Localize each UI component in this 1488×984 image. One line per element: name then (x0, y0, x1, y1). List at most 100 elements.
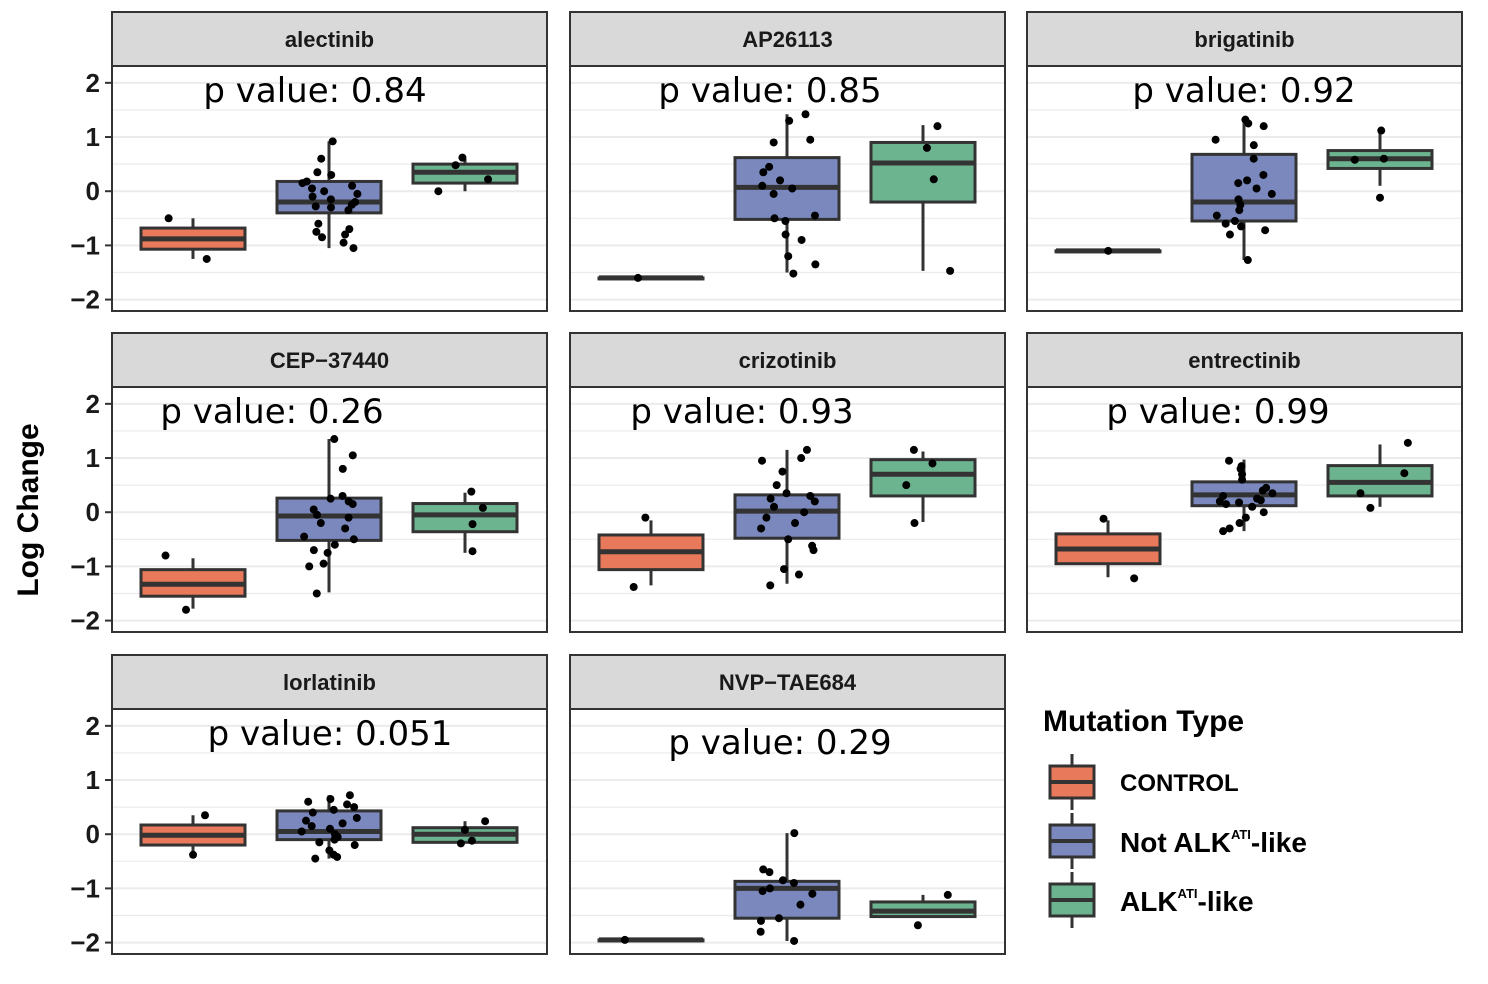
p-value-label: p value: 0.99 (1106, 392, 1329, 432)
boxplot-not_alk (275, 137, 383, 253)
data-point (1379, 154, 1388, 163)
data-point (1400, 469, 1409, 478)
data-point (756, 916, 765, 925)
data-point (326, 203, 335, 212)
data-point (484, 175, 493, 184)
data-point (789, 269, 798, 278)
data-point (620, 935, 629, 944)
data-point (1248, 502, 1257, 511)
data-point (770, 214, 779, 223)
data-point (201, 811, 210, 820)
data-point (333, 852, 342, 861)
data-point (776, 176, 785, 185)
data-point (1238, 475, 1247, 484)
data-point (1234, 179, 1243, 188)
y-tick-label: 0 (86, 176, 100, 206)
facet-strip (569, 332, 1006, 388)
boxplot-not_alk (733, 829, 841, 945)
data-point (791, 519, 800, 528)
data-point (808, 889, 817, 898)
boxplot-control (1054, 246, 1162, 255)
data-point (765, 162, 774, 171)
data-point (769, 138, 778, 147)
data-point (308, 184, 317, 193)
data-point (350, 803, 359, 812)
data-point (1225, 524, 1234, 533)
data-point (790, 936, 799, 945)
data-point (467, 487, 476, 496)
facet-strip-title: alectinib (285, 27, 374, 52)
data-point (458, 153, 467, 162)
data-point (1350, 155, 1359, 164)
facet-panel: lorlatinib p value: 0.051 2 1 0 −1 −2 (70, 654, 548, 958)
box (275, 496, 383, 542)
data-point (164, 214, 173, 223)
data-point (1268, 489, 1277, 498)
data-point (434, 187, 443, 196)
data-point (933, 122, 942, 131)
data-point (1256, 496, 1265, 505)
data-point (1243, 256, 1252, 265)
data-point (298, 179, 307, 188)
y-tick-label: −2 (70, 928, 100, 958)
data-point (758, 887, 767, 896)
facet-strip-title: entrectinib (1188, 348, 1300, 373)
boxplot-not_alk (1190, 115, 1298, 265)
data-point (784, 535, 793, 544)
y-tick-label: 2 (86, 68, 100, 98)
data-point (811, 260, 820, 269)
boxplot-control (597, 273, 705, 282)
data-point (456, 839, 465, 848)
data-point (766, 581, 775, 590)
data-point (1235, 519, 1244, 528)
legend-label: CONTROL (1120, 770, 1239, 797)
y-tick-label: 2 (86, 389, 100, 419)
data-point (323, 548, 332, 557)
data-point (348, 181, 357, 190)
data-point (326, 195, 335, 204)
data-point (790, 829, 799, 838)
data-point (802, 445, 811, 454)
data-point (348, 451, 357, 460)
data-point (641, 513, 650, 522)
box (869, 458, 977, 498)
box (1190, 152, 1298, 223)
data-point (1225, 230, 1234, 239)
y-tick-label: 0 (86, 497, 100, 527)
facet-strip (569, 11, 1006, 67)
p-value-label: p value: 0.26 (160, 392, 383, 432)
data-point (300, 532, 309, 541)
data-point (806, 135, 815, 144)
y-tick-label: −1 (70, 551, 100, 581)
data-point (312, 589, 321, 598)
facet-panel: CEP−37440 p value: 0.26 2 1 0 −1 −2 (70, 332, 548, 636)
data-point (909, 445, 918, 454)
data-point (781, 230, 790, 239)
data-point (756, 927, 765, 936)
data-point (1221, 219, 1230, 228)
data-point (325, 824, 334, 833)
data-point (765, 884, 774, 893)
data-point (344, 513, 353, 522)
data-point (1241, 513, 1250, 522)
data-point (1366, 503, 1375, 512)
data-point (327, 170, 336, 179)
data-point (913, 921, 922, 930)
panel-border (569, 708, 1006, 955)
facet-strip (111, 654, 548, 710)
boxplot-alk (411, 817, 519, 848)
data-point (345, 225, 354, 234)
data-point (782, 489, 791, 498)
data-point (182, 605, 191, 614)
data-point (1212, 211, 1221, 220)
data-point (765, 868, 774, 877)
data-point (809, 546, 818, 555)
data-point (339, 238, 348, 247)
data-point (1225, 456, 1234, 465)
data-point (318, 233, 327, 242)
data-point (161, 551, 170, 560)
data-point (304, 797, 313, 806)
data-point (1252, 184, 1261, 193)
p-value-label: p value: 0.85 (658, 71, 881, 111)
